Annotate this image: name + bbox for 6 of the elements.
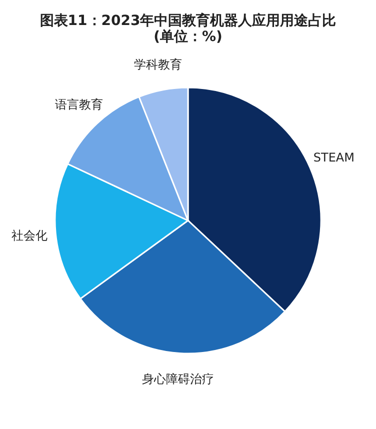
slice-label: 社会化 xyxy=(12,228,48,242)
slice-label: 语言教育 xyxy=(55,98,104,112)
slice-label: 学科教育 xyxy=(134,57,182,72)
slice-label: STEAM xyxy=(313,150,354,164)
chart-title: 图表11：2023年中国教育机器人应用用途占比(单位：%) xyxy=(40,12,336,45)
slice-label: 身心障碍治疗 xyxy=(142,372,214,386)
